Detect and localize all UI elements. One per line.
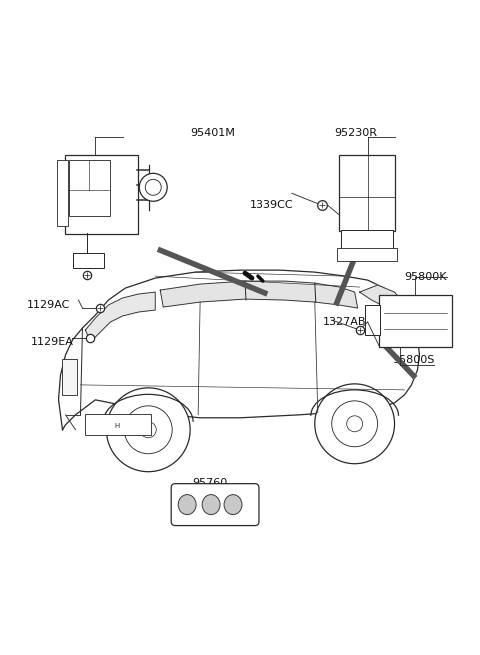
Ellipse shape — [202, 495, 220, 515]
Text: 1339CC: 1339CC — [250, 200, 294, 210]
Circle shape — [140, 422, 156, 438]
Polygon shape — [160, 281, 358, 308]
Text: 95230R: 95230R — [335, 128, 378, 138]
Text: 1327AB: 1327AB — [323, 317, 366, 327]
Text: 1129EA: 1129EA — [31, 337, 73, 347]
Ellipse shape — [224, 495, 242, 515]
FancyArrowPatch shape — [158, 249, 267, 294]
FancyBboxPatch shape — [57, 160, 68, 226]
Circle shape — [139, 174, 167, 201]
Circle shape — [332, 401, 378, 447]
FancyBboxPatch shape — [337, 248, 397, 261]
FancyBboxPatch shape — [341, 230, 393, 249]
FancyBboxPatch shape — [379, 295, 452, 347]
Text: 1129AC: 1129AC — [26, 300, 70, 310]
FancyBboxPatch shape — [65, 155, 138, 234]
Circle shape — [107, 388, 190, 472]
Text: 95800S: 95800S — [393, 355, 435, 365]
Circle shape — [315, 384, 395, 464]
Text: 95401M: 95401M — [190, 128, 235, 138]
Circle shape — [347, 416, 363, 432]
Polygon shape — [59, 270, 420, 430]
Polygon shape — [360, 285, 415, 322]
Circle shape — [145, 179, 161, 195]
Text: 95800K: 95800K — [405, 272, 447, 282]
Ellipse shape — [178, 495, 196, 515]
FancyArrowPatch shape — [336, 253, 357, 305]
FancyBboxPatch shape — [85, 415, 151, 436]
FancyBboxPatch shape — [339, 155, 395, 231]
Text: H: H — [115, 422, 120, 429]
Polygon shape — [85, 292, 155, 342]
FancyBboxPatch shape — [62, 360, 77, 396]
FancyBboxPatch shape — [69, 160, 110, 215]
Text: 95760: 95760 — [192, 477, 228, 488]
FancyBboxPatch shape — [73, 253, 104, 268]
FancyArrowPatch shape — [382, 342, 416, 378]
Circle shape — [124, 406, 172, 454]
FancyBboxPatch shape — [365, 305, 380, 335]
FancyBboxPatch shape — [171, 483, 259, 525]
